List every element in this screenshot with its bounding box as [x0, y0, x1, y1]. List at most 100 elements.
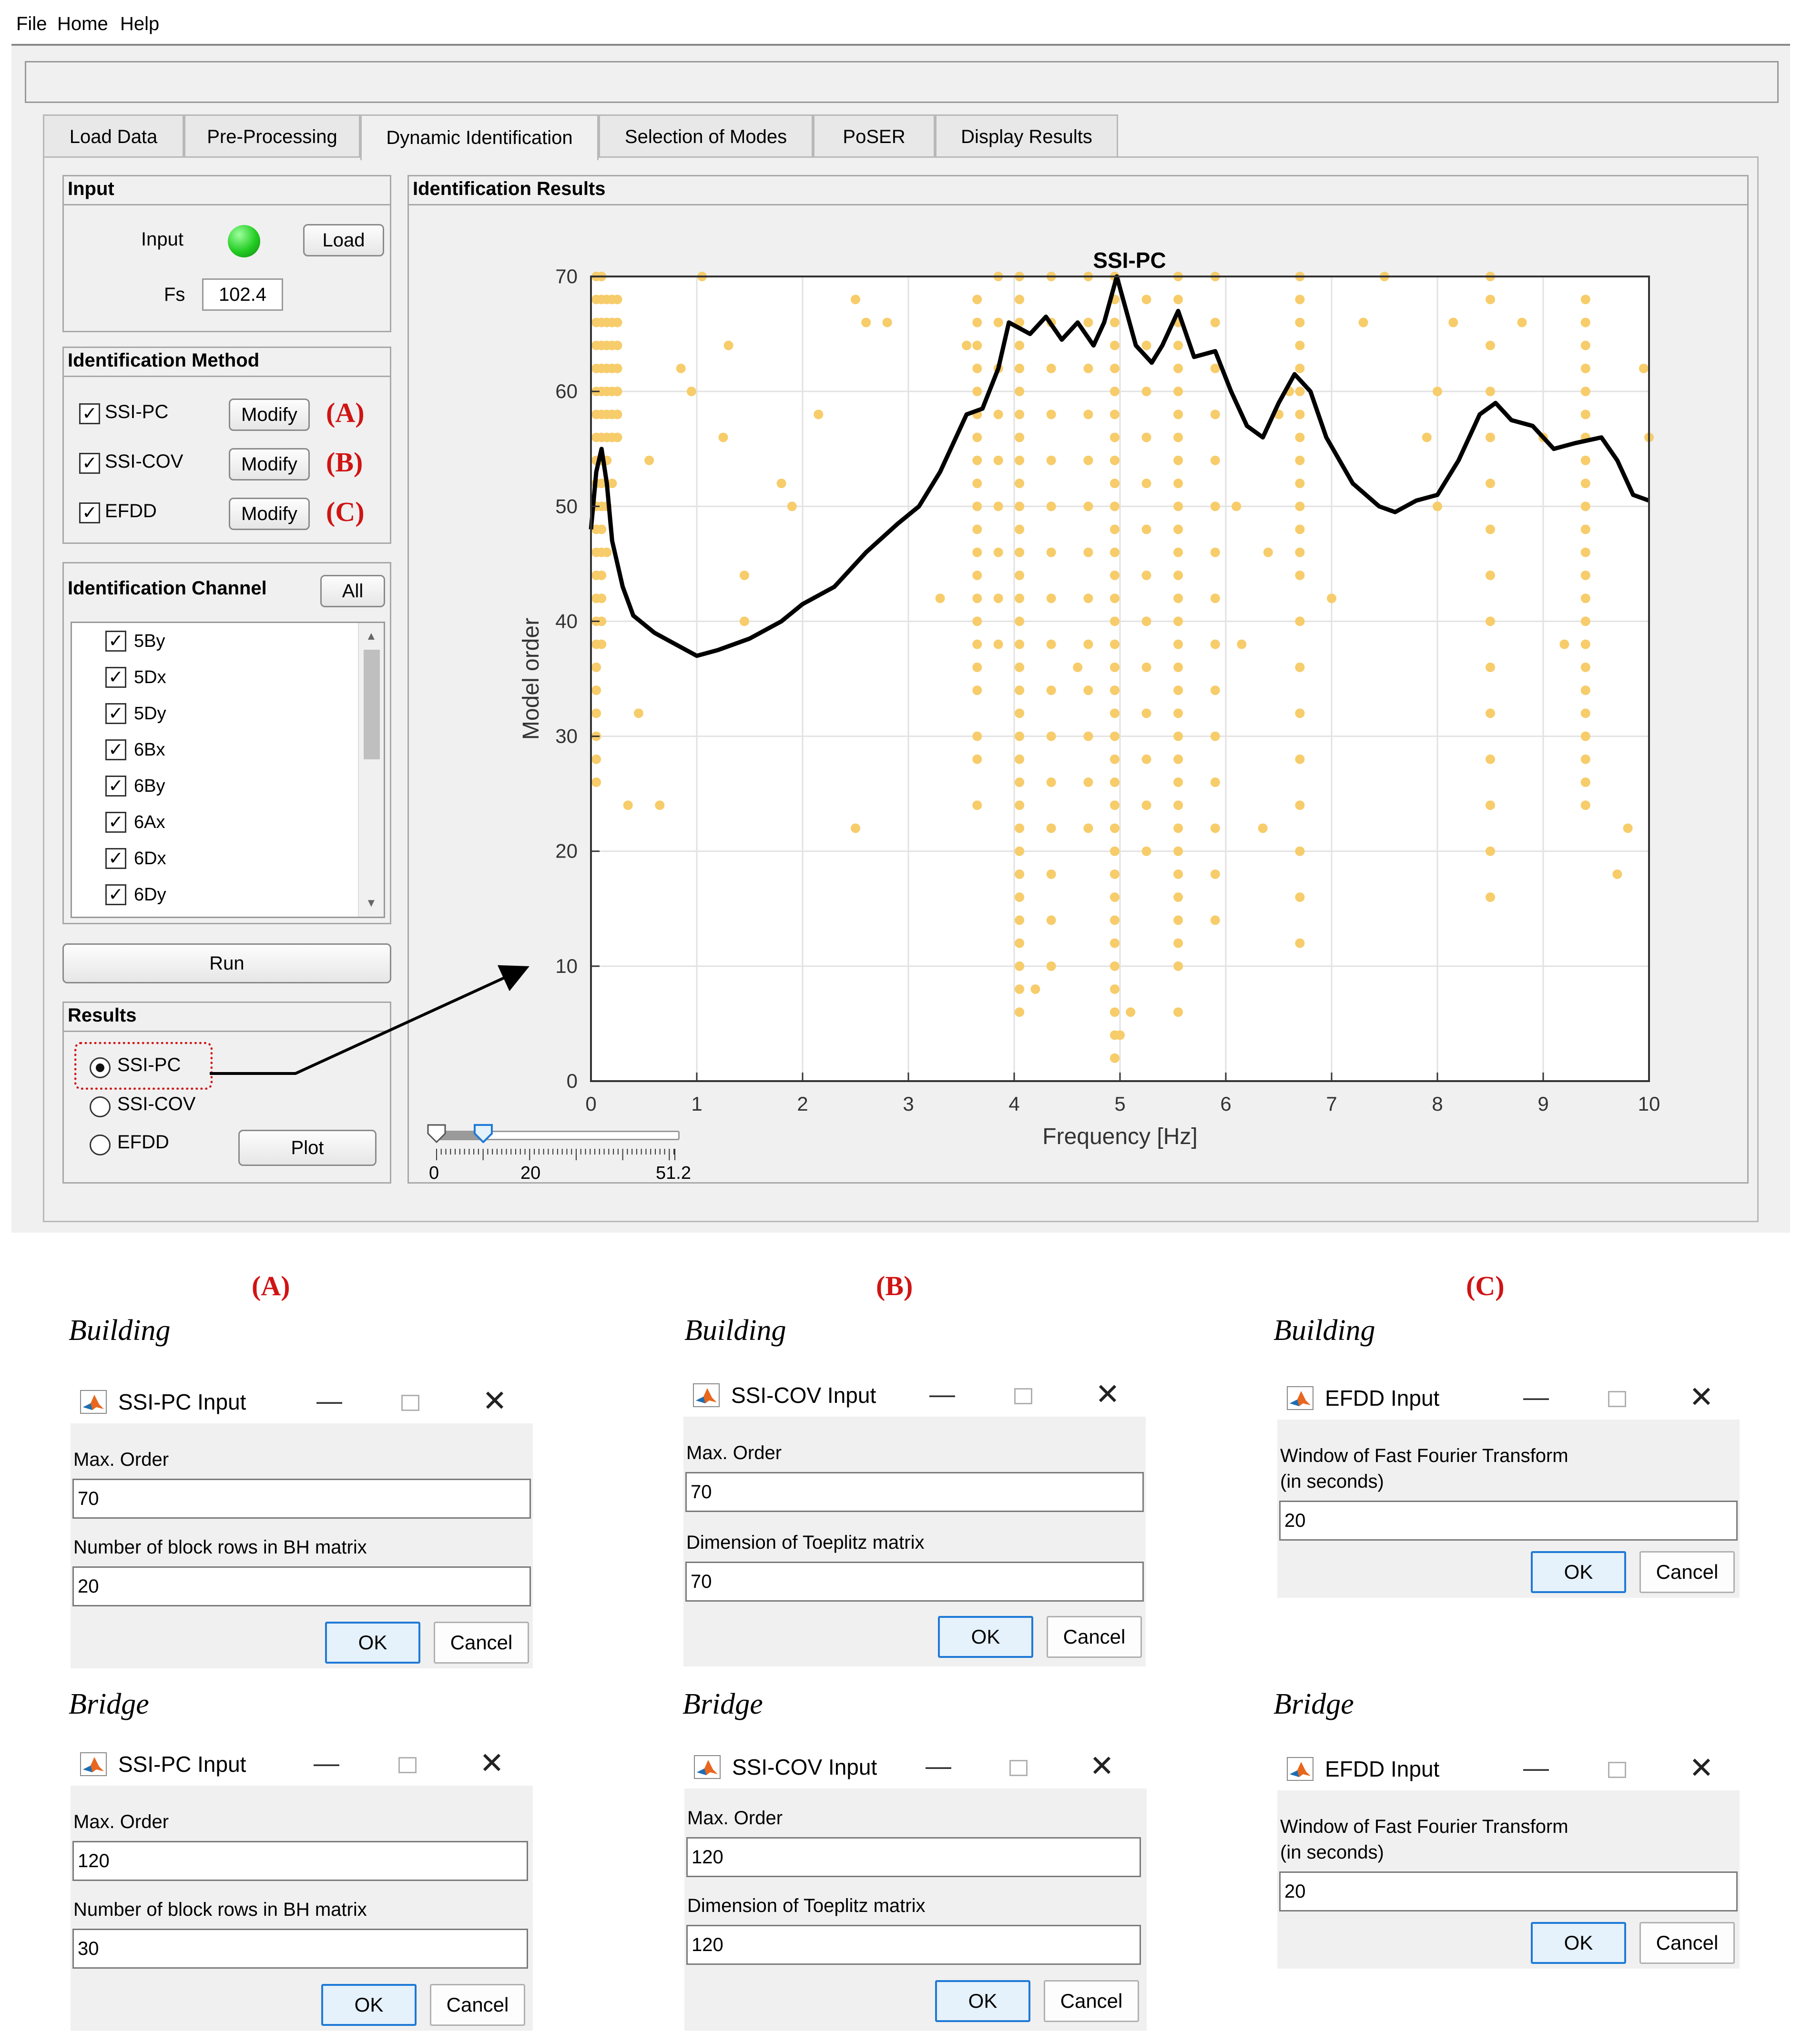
list-item[interactable]: ✓ 5Dx: [105, 659, 166, 695]
cancel-button[interactable]: Cancel: [1639, 1922, 1735, 1964]
cancel-button[interactable]: Cancel: [434, 1622, 529, 1664]
list-item[interactable]: ✓ 6Ax: [105, 804, 165, 840]
channel-list[interactable]: ✓ 5By ✓ 5Dx ✓ 5Dy ✓ 6Bx ✓ 6By ✓ 6Ax ✓ 6Dx ✓ 6Dy …: [71, 622, 385, 918]
minimize-icon[interactable]: —: [926, 1752, 951, 1780]
scrollbar-thumb[interactable]: [364, 650, 380, 759]
channel-checkbox[interactable]: ✓: [105, 848, 126, 869]
modify-ssi-cov-button[interactable]: Modify: [229, 448, 310, 480]
scroll-down-icon[interactable]: ▼: [366, 897, 377, 910]
y-tick-label: 20: [555, 840, 578, 862]
channel-checkbox[interactable]: ✓: [105, 667, 126, 688]
list-item[interactable]: ✓ 6By: [105, 768, 165, 804]
ssi-pc-checkbox[interactable]: ✓: [79, 403, 100, 424]
menu-help[interactable]: Help: [120, 13, 160, 34]
channel-checkbox[interactable]: ✓: [105, 776, 126, 797]
run-button[interactable]: Run: [62, 943, 391, 983]
channel-checkbox[interactable]: ✓: [105, 884, 126, 905]
list-item[interactable]: ✓ 6Dy: [105, 877, 166, 913]
ssi-cov-checkbox[interactable]: ✓: [79, 453, 100, 474]
list-item[interactable]: ✓ 5Dy: [105, 695, 166, 732]
matlab-icon: [1287, 1757, 1313, 1781]
result-ssi-pc-radio[interactable]: [90, 1057, 111, 1078]
max-order-input[interactable]: 70: [685, 1472, 1144, 1512]
max-order-input[interactable]: 70: [72, 1479, 531, 1519]
close-icon[interactable]: ✕: [479, 1747, 504, 1780]
ok-button[interactable]: OK: [321, 1984, 417, 2026]
ok-button[interactable]: OK: [325, 1622, 420, 1664]
stable-pole: [1046, 869, 1056, 879]
fft-window-input[interactable]: 20: [1279, 1501, 1738, 1541]
tab-selection-of-modes[interactable]: Selection of Modes: [599, 114, 813, 158]
tab-load-data[interactable]: Load Data: [43, 114, 184, 158]
minimize-icon[interactable]: —: [929, 1380, 955, 1409]
block-rows-input[interactable]: 20: [72, 1566, 531, 1606]
minimize-icon[interactable]: —: [314, 1749, 339, 1778]
stable-pole: [1173, 432, 1183, 442]
stable-pole: [1173, 731, 1183, 741]
cancel-button[interactable]: Cancel: [1047, 1616, 1142, 1658]
minimize-icon[interactable]: —: [1523, 1383, 1549, 1411]
modify-ssi-pc-button[interactable]: Modify: [229, 399, 310, 431]
fs-input[interactable]: 102.4: [202, 278, 283, 311]
stable-pole: [861, 317, 871, 327]
frequency-range-slider[interactable]: 0 20 51.2: [427, 1122, 691, 1184]
slider-lower-handle[interactable]: [427, 1124, 446, 1144]
close-icon[interactable]: ✕: [482, 1385, 507, 1418]
toeplitz-dimension-input[interactable]: 70: [685, 1562, 1144, 1602]
ok-button[interactable]: OK: [1531, 1551, 1626, 1593]
load-button[interactable]: Load: [303, 224, 384, 256]
ok-button[interactable]: OK: [935, 1980, 1030, 2022]
channel-checkbox[interactable]: ✓: [105, 812, 126, 833]
stable-pole: [1173, 685, 1183, 695]
max-order-input[interactable]: 120: [686, 1837, 1141, 1877]
tab-display-results[interactable]: Display Results: [935, 114, 1118, 158]
channel-checkbox[interactable]: ✓: [105, 631, 126, 652]
close-icon[interactable]: ✕: [1095, 1378, 1120, 1411]
stable-pole: [1141, 432, 1151, 442]
channel-list-scrollbar[interactable]: ▲ ▼: [358, 623, 384, 917]
marker-c: (C): [326, 496, 365, 527]
stable-pole: [972, 616, 982, 626]
tab-poser[interactable]: PoSER: [813, 114, 935, 158]
ok-button[interactable]: OK: [938, 1616, 1033, 1658]
close-icon[interactable]: ✕: [1689, 1752, 1714, 1785]
list-item[interactable]: ✓ 6Dx: [105, 840, 166, 877]
x-tick-label: 9: [1537, 1093, 1548, 1115]
channel-checkbox[interactable]: ✓: [105, 703, 126, 724]
stable-pole: [1327, 593, 1336, 603]
toeplitz-dimension-input[interactable]: 120: [686, 1925, 1141, 1965]
stable-pole: [597, 616, 607, 626]
close-icon[interactable]: ✕: [1089, 1750, 1114, 1783]
plot-button[interactable]: Plot: [238, 1130, 377, 1166]
matlab-icon: [693, 1383, 720, 1407]
stable-pole: [1083, 685, 1093, 695]
modify-efdd-button[interactable]: Modify: [229, 498, 310, 530]
efdd-checkbox[interactable]: ✓: [79, 502, 100, 523]
fft-window-input[interactable]: 20: [1279, 1871, 1738, 1911]
ok-button[interactable]: OK: [1531, 1922, 1626, 1964]
list-item[interactable]: ✓ 5By: [105, 623, 165, 659]
stable-pole: [1580, 455, 1590, 465]
stable-pole: [1015, 777, 1025, 787]
cancel-button[interactable]: Cancel: [430, 1984, 525, 2026]
close-icon[interactable]: ✕: [1689, 1381, 1714, 1414]
menu-file[interactable]: File: [16, 13, 47, 34]
channel-checkbox[interactable]: ✓: [105, 739, 126, 760]
tab-dynamic-identification[interactable]: Dynamic Identification: [360, 114, 599, 160]
select-all-button[interactable]: All: [320, 575, 385, 607]
minimize-icon[interactable]: —: [1523, 1754, 1549, 1782]
stable-pole: [1580, 387, 1590, 397]
result-efdd-radio[interactable]: [90, 1134, 111, 1155]
minimize-icon[interactable]: —: [316, 1387, 342, 1415]
cancel-button[interactable]: Cancel: [1044, 1980, 1139, 2022]
tab-pre-processing[interactable]: Pre-Processing: [184, 114, 360, 158]
block-rows-input[interactable]: 30: [72, 1929, 528, 1969]
cancel-button[interactable]: Cancel: [1639, 1551, 1735, 1593]
slider-upper-handle[interactable]: [473, 1124, 493, 1144]
scroll-up-icon[interactable]: ▲: [366, 630, 377, 643]
list-item[interactable]: ✓ 6Bx: [105, 732, 165, 768]
stable-pole: [972, 662, 982, 672]
result-ssi-cov-radio[interactable]: [90, 1096, 111, 1117]
menu-home[interactable]: Home: [57, 13, 108, 34]
max-order-input[interactable]: 120: [72, 1841, 528, 1881]
